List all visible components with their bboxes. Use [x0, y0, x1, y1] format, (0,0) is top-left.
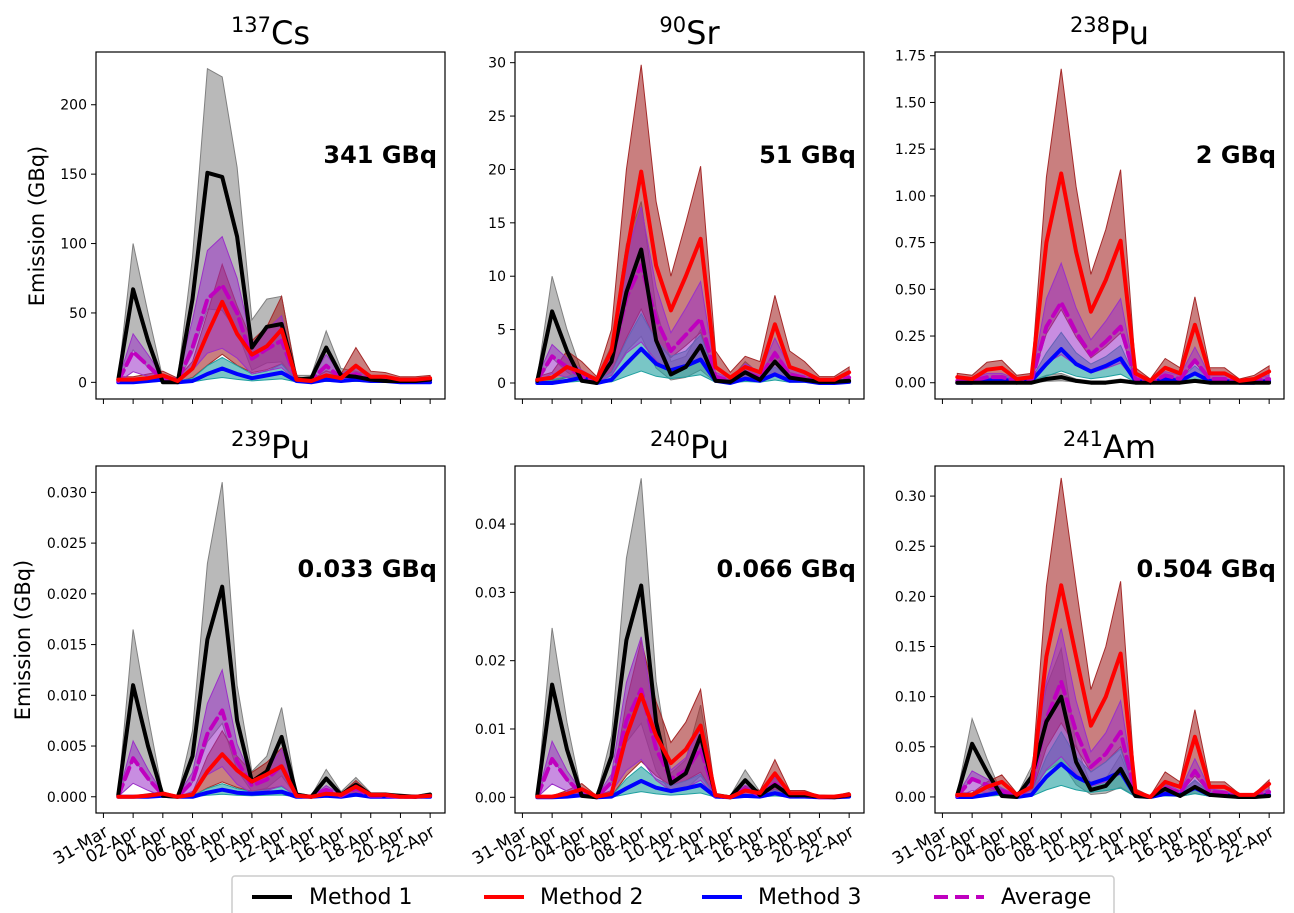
y-tick-label: 0.020 [47, 587, 87, 603]
y-tick-label: 0.00 [475, 790, 506, 806]
total-emission-label: 0.066 GBq [717, 555, 856, 583]
line-average [535, 263, 852, 383]
y-tick-label: 0.25 [895, 329, 926, 345]
line-method-2 [535, 692, 852, 800]
isotope-mass: 239 [231, 427, 271, 451]
legend-frame [231, 875, 1115, 913]
panel-am-241: 0.000.050.100.150.200.250.3031-Mar02-Apr… [889, 427, 1285, 869]
total-emission-label: 341 GBq [323, 141, 437, 169]
isotope-mass: 240 [650, 427, 690, 451]
legend-label-method-2: Method 2 [540, 885, 644, 910]
y-tick-label: 150 [60, 167, 87, 183]
y-tick-label: 0.01 [475, 722, 506, 738]
isotope-mass: 137 [231, 13, 271, 37]
legend-label-average: Average [1001, 885, 1091, 910]
line-method-2 [535, 169, 852, 382]
y-tick-label: 0.025 [47, 536, 87, 552]
y-tick-label: 0.15 [895, 640, 926, 656]
isotope-mass: 238 [1070, 13, 1110, 37]
y-tick-label: 200 [60, 98, 87, 114]
line-method-2 [955, 171, 1272, 383]
isotope-mass: 90 [659, 13, 686, 37]
total-emission-label: 0.504 GBq [1137, 555, 1276, 583]
y-tick-label: 1.00 [895, 189, 926, 205]
axes-frame [934, 465, 1285, 814]
panel-title: 238Pu [1070, 13, 1149, 52]
axes-frame [95, 51, 446, 400]
ylabel-top: Emission (GBq) [25, 146, 49, 307]
y-tick-label: 0.010 [47, 688, 87, 704]
axes-frame [514, 465, 865, 814]
y-tick-label: 10 [488, 269, 506, 285]
line-method-1 [955, 694, 1272, 799]
line-average [955, 300, 1272, 385]
line-method-2 [116, 299, 433, 383]
y-tick-label: 20 [488, 162, 506, 178]
legend-label-method-3: Method 3 [758, 885, 862, 910]
isotope-element: Sr [686, 14, 720, 52]
y-tick-label: 0.05 [895, 740, 926, 756]
y-tick-label: 0.00 [895, 376, 926, 392]
line-method-1 [535, 247, 852, 385]
panel-pu-240: 0.000.010.020.030.0431-Mar02-Apr04-Apr06… [469, 427, 865, 869]
panel-title: 240Pu [650, 427, 729, 466]
line-method-1 [955, 375, 1272, 385]
ylabel-bottom: Emission (GBq) [11, 560, 35, 721]
isotope-element: Pu [1110, 14, 1149, 52]
isotope-element: Cs [271, 14, 310, 52]
isotope-mass: 241 [1063, 427, 1103, 451]
panel-sr-90: 0 5 10 15 20 25 30 90Sr 51 GBq [488, 13, 865, 404]
panel-pu-238: 0.00 0.25 0.50 0.75 1.00 1.25 1.50 1.75 238Pu 2 G… [895, 13, 1285, 404]
y-tick-label: 50 [69, 306, 87, 322]
panel-title: 239Pu [231, 427, 310, 466]
y-tick-label: 0.30 [895, 489, 926, 505]
panel-title: 90Sr [659, 13, 720, 52]
isotope-element: Pu [271, 428, 310, 466]
y-tick-label: 0.015 [47, 638, 87, 654]
y-tick-label: 0.20 [895, 589, 926, 605]
isotope-element: Pu [690, 428, 729, 466]
panel-cs-137: 0 50 100 150 200 137Cs 341 GBq [60, 13, 446, 404]
y-tick-label: 0.25 [895, 539, 926, 555]
total-emission-label: 51 GBq [759, 141, 856, 169]
panels-group: 0 50 100 150 200 137Cs 341 GBq 0 5 10 15 20 25 30 90Sr… [47, 13, 1285, 869]
y-tick-label: 1.25 [895, 142, 926, 158]
y-tick-label: 0.030 [47, 485, 87, 501]
line-average [955, 679, 1272, 799]
y-tick-label: 0.000 [47, 790, 87, 806]
y-tick-label: 0 [497, 376, 506, 392]
y-tick-label: 0.04 [475, 517, 506, 533]
y-tick-label: 0.02 [475, 654, 506, 670]
panel-title: 241Am [1063, 427, 1156, 466]
line-method-1 [116, 170, 433, 385]
axes-frame [934, 51, 1285, 400]
line-method-2 [955, 583, 1272, 799]
y-tick-label: 5 [497, 323, 506, 339]
panel-title: 137Cs [231, 13, 310, 52]
legend: Method 1 Method 2 Method 3 Average [231, 875, 1115, 913]
y-tick-label: 1.75 [895, 49, 926, 65]
y-tick-label: 100 [60, 237, 87, 253]
y-tick-label: 0.50 [895, 282, 926, 298]
y-tick-label: 0 [78, 375, 87, 391]
isotope-element: Am [1103, 428, 1156, 466]
y-tick-label: 1.50 [895, 95, 926, 111]
panel-pu-239: 0.0000.0050.0100.0150.0200.0250.03031-Ma… [47, 427, 446, 869]
y-tick-label: 0.005 [47, 739, 87, 755]
legend-label-method-1: Method 1 [309, 885, 413, 910]
line-method-2 [116, 752, 433, 799]
y-tick-label: 15 [488, 216, 506, 232]
y-tick-label: 25 [488, 109, 506, 125]
total-emission-label: 2 GBq [1196, 141, 1276, 169]
axes-frame [514, 51, 865, 400]
y-tick-label: 0.10 [895, 690, 926, 706]
total-emission-label: 0.033 GBq [298, 555, 437, 583]
y-tick-label: 30 [488, 56, 506, 72]
y-tick-label: 0.03 [475, 585, 506, 601]
y-tick-label: 0.00 [895, 790, 926, 806]
axes-frame [95, 465, 446, 814]
y-tick-label: 0.75 [895, 236, 926, 252]
